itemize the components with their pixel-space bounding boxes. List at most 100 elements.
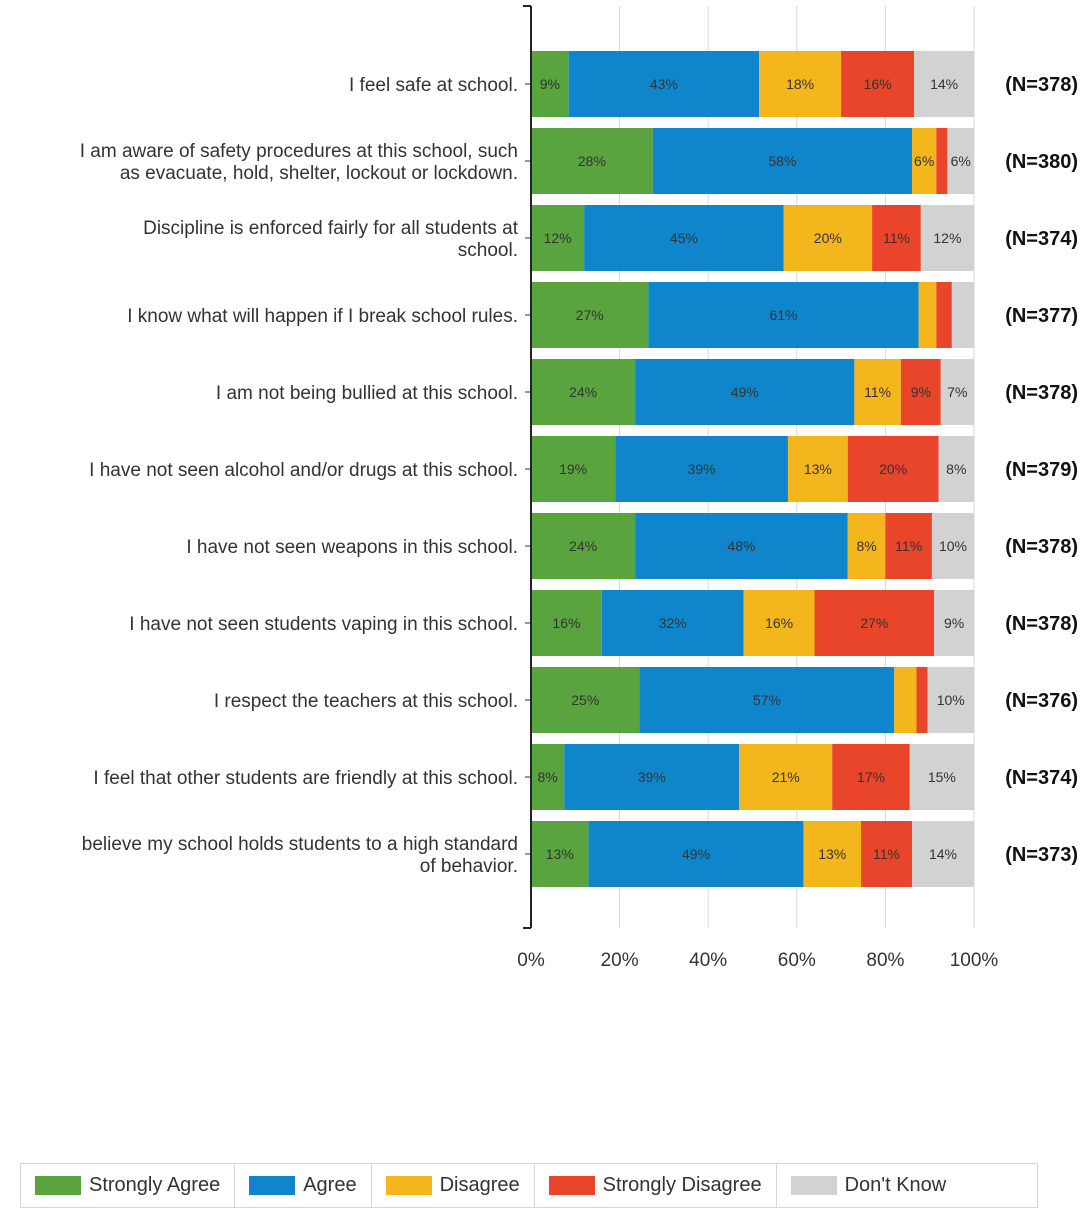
n-label: (N=379): [1005, 459, 1078, 481]
x-tick-label: 100%: [950, 950, 999, 971]
data-label: 20%: [879, 461, 907, 477]
bar-segment: [951, 282, 974, 348]
data-label: 16%: [864, 76, 892, 92]
bar-segment: [743, 590, 815, 656]
data-label: 25%: [571, 692, 599, 708]
data-label: 11%: [864, 384, 891, 400]
category-label: Discipline is enforced fairly for all st…: [143, 218, 519, 239]
data-label: 10%: [937, 692, 965, 708]
bar-segment: [531, 282, 649, 348]
bar-segment: [639, 667, 895, 733]
bar-segment: [936, 128, 948, 194]
legend-swatch-agree: [249, 1176, 296, 1195]
data-label: 6%: [951, 153, 971, 169]
data-label: 18%: [786, 76, 814, 92]
legend-label-agree: Agree: [303, 1174, 357, 1196]
bar-segment: [531, 128, 653, 194]
data-label: 14%: [929, 846, 957, 862]
data-label: 8%: [537, 769, 557, 785]
data-label: 24%: [569, 538, 597, 554]
data-label: 11%: [873, 846, 900, 862]
bar-segment: [531, 436, 616, 502]
legend-item-disagree: Disagree: [372, 1164, 535, 1207]
data-label: 11%: [895, 538, 922, 554]
legend-label-strongly-disagree: Strongly Disagree: [602, 1174, 762, 1196]
data-label: 61%: [769, 307, 797, 323]
data-label: 11%: [883, 230, 910, 246]
legend-swatch-strongly-agree: [35, 1176, 81, 1195]
data-label: 48%: [727, 538, 755, 554]
data-label: 9%: [944, 615, 964, 631]
data-label: 13%: [804, 461, 832, 477]
data-label: 45%: [670, 230, 698, 246]
legend-item-agree: Agree: [235, 1164, 372, 1207]
bar-segment: [872, 205, 921, 271]
bar-segment: [911, 128, 937, 194]
n-label: (N=378): [1005, 613, 1078, 635]
n-label: (N=374): [1005, 767, 1078, 789]
data-label: 9%: [540, 76, 560, 92]
category-label: I am not being bullied at this school.: [216, 383, 518, 404]
data-label: 20%: [814, 230, 842, 246]
data-label: 32%: [659, 615, 687, 631]
data-label: 9%: [911, 384, 931, 400]
data-label: 21%: [772, 769, 800, 785]
data-label: 24%: [569, 384, 597, 400]
bar-segment: [531, 205, 585, 271]
bar-segment: [648, 282, 919, 348]
data-label: 16%: [765, 615, 793, 631]
bar-segment: [739, 744, 833, 810]
bar-segment: [918, 282, 937, 348]
category-label: believe my school holds students to a hi…: [82, 834, 518, 855]
data-label: 39%: [688, 461, 716, 477]
bar-segment: [927, 667, 974, 733]
bar-segment: [531, 359, 636, 425]
legend-swatch-strongly-disagree: [548, 1176, 595, 1195]
data-label: 28%: [578, 153, 606, 169]
bar-segment: [584, 205, 784, 271]
bar-segment: [783, 205, 873, 271]
bar-segment: [531, 513, 636, 579]
bar-segment: [934, 590, 974, 656]
data-label: 6%: [914, 153, 934, 169]
data-label: 49%: [731, 384, 759, 400]
bar-segment: [931, 513, 974, 579]
bar-segment: [531, 821, 589, 887]
bar-segment: [947, 128, 974, 194]
bar-segment: [635, 359, 855, 425]
data-label: 19%: [559, 461, 587, 477]
data-label: 39%: [638, 769, 666, 785]
bar-segment: [909, 744, 974, 810]
bar-segment: [531, 590, 602, 656]
data-label: 27%: [860, 615, 888, 631]
bar-segment: [920, 205, 974, 271]
bar-segment: [564, 744, 740, 810]
bar-segment: [635, 513, 848, 579]
data-label: 57%: [753, 692, 781, 708]
bar-segment: [803, 821, 862, 887]
chart-legend: Strongly Agree Agree Disagree Strongly D…: [20, 1163, 1038, 1208]
bar-segment: [841, 51, 915, 117]
bar-segment: [615, 436, 788, 502]
legend-item-dont-know: Don't Know: [777, 1164, 961, 1207]
n-label: (N=376): [1005, 690, 1078, 712]
data-label: 17%: [857, 769, 885, 785]
x-tick-label: 80%: [866, 950, 904, 971]
x-tick-label: 0%: [517, 950, 545, 971]
bar-segment: [531, 667, 640, 733]
bar-segment: [787, 436, 848, 502]
data-label: 58%: [768, 153, 796, 169]
data-label: 49%: [682, 846, 710, 862]
data-label: 7%: [947, 384, 967, 400]
category-label: of behavior.: [420, 856, 518, 877]
bar-segment: [652, 128, 912, 194]
category-label: I have not seen alcohol and/or drugs at …: [89, 460, 518, 481]
category-label: as evacuate, hold, shelter, lockout or l…: [120, 163, 518, 184]
bar-segment: [938, 436, 974, 502]
data-label: 8%: [856, 538, 876, 554]
data-label: 12%: [544, 230, 572, 246]
legend-item-strongly-agree: Strongly Agree: [21, 1164, 236, 1207]
bar-segment: [900, 359, 941, 425]
data-label: 13%: [546, 846, 574, 862]
